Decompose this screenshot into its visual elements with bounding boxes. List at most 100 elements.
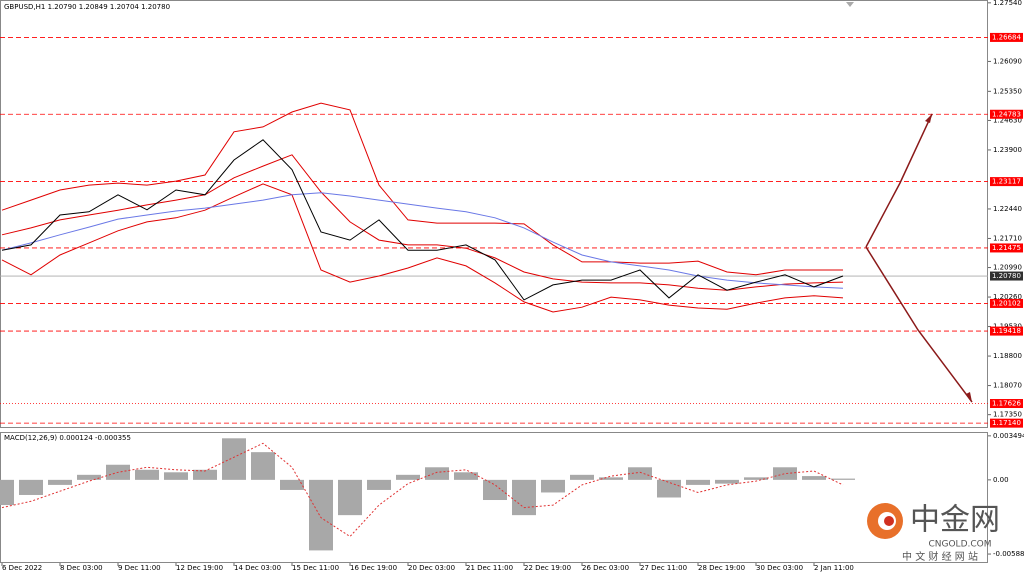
y-tick-label: 1.19530 (993, 323, 1022, 331)
y-tick-label: 0.003494 (993, 432, 1024, 440)
macd-bar (396, 474, 420, 480)
y-tick-label: 1.18800 (993, 352, 1022, 360)
y-tick-label: 1.26090 (993, 57, 1022, 65)
x-tick-label: 27 Dec 11:00 (640, 564, 687, 572)
y-tick-label: -0.005889 (993, 550, 1024, 558)
level-label: 1.17140 (992, 419, 1021, 427)
logo-core (884, 516, 894, 526)
level-label: 1.21475 (992, 244, 1021, 252)
shift-marker (846, 2, 854, 7)
y-tick-label: 1.20990 (993, 264, 1022, 272)
series-line (1, 183, 844, 313)
level-box (990, 399, 1023, 409)
series-line (1, 192, 844, 289)
series-line (1, 139, 844, 301)
y-tick-label: 1.20260 (993, 293, 1022, 301)
x-tick-label: 9 Dec 11:00 (118, 564, 161, 572)
macd-bar (599, 477, 623, 480)
level-label: 1.26684 (992, 33, 1021, 41)
level-box (990, 243, 1023, 253)
macd-bar (570, 474, 594, 480)
x-tick-label: 12 Dec 19:00 (176, 564, 223, 572)
level-box (990, 109, 1023, 119)
level-label: 1.17626 (992, 400, 1021, 408)
macd-bar (48, 479, 72, 485)
y-tick-label: 1.21710 (993, 234, 1022, 242)
macd-bar (773, 467, 797, 480)
level-box (990, 298, 1023, 308)
y-tick-label: 1.22440 (993, 205, 1022, 213)
x-tick-label: 28 Dec 19:00 (698, 564, 745, 572)
x-tick-label: 22 Dec 19:00 (524, 564, 571, 572)
macd-bar (483, 479, 507, 501)
level-label: 1.23117 (992, 178, 1021, 186)
x-tick-label: 6 Dec 2022 (2, 564, 42, 572)
macd-bar (0, 479, 14, 506)
x-tick-label: 14 Dec 03:00 (234, 564, 281, 572)
y-tick-label: 1.27540 (993, 0, 1022, 7)
macd-bar (512, 479, 536, 516)
forecast-arrows (865, 113, 973, 403)
series-line (1, 154, 844, 291)
current-price-box (990, 271, 1023, 281)
brand: 中金网 (910, 503, 1000, 538)
y-tick-label: 1.23900 (993, 146, 1022, 154)
level-label: 1.20102 (992, 299, 1021, 307)
x-tick-label: 20 Dec 03:00 (408, 564, 455, 572)
macd-bar (135, 469, 159, 480)
y-tick-label: 1.17350 (993, 411, 1022, 419)
macd-title: MACD(12,26,9) 0.000124 -0.000355 (4, 434, 131, 442)
y-tick-label: 1.24630 (993, 116, 1022, 124)
signal-line (1, 442, 844, 538)
series-line (1, 102, 843, 276)
x-tick-label: 30 Dec 03:00 (756, 564, 803, 572)
level-box (990, 32, 1023, 42)
x-tick-label: 8 Dec 03:00 (60, 564, 103, 572)
macd-bar (628, 467, 652, 480)
main-panel (0, 0, 988, 428)
level-box (990, 177, 1023, 187)
y-tick-label: 1.25350 (993, 87, 1022, 95)
macd-bar (280, 479, 304, 490)
slogan: 中 文 财 经 网 站 (902, 550, 978, 563)
macd-bar (686, 479, 710, 485)
macd-bar (77, 474, 101, 480)
macd-bar (309, 479, 333, 551)
macd-bar (19, 479, 43, 495)
macd-bar (454, 472, 478, 480)
y-tick-label: 1.18070 (993, 382, 1022, 390)
x-tick-label: 21 Dec 11:00 (466, 564, 513, 572)
chart-title: GBPUSD,H1 1.20790 1.20849 1.20704 1.2078… (4, 3, 170, 11)
macd-bar (193, 469, 217, 480)
x-tick-label: 16 Dec 19:00 (350, 564, 397, 572)
arrow-down (865, 246, 973, 403)
site: CNGOLD.COM (928, 540, 991, 550)
macd-bar (541, 479, 565, 493)
level-box (990, 326, 1023, 336)
arrow-head (925, 114, 932, 123)
macd-bar (164, 472, 188, 480)
level-box (990, 418, 1023, 428)
y-tick-label: 0.00 (993, 476, 1009, 484)
x-tick-label: 2 Jan 11:00 (814, 564, 854, 572)
level-label: 1.24783 (992, 110, 1021, 118)
macd-bar (222, 438, 246, 480)
macd-bar (657, 479, 681, 498)
macd-bar (367, 479, 391, 490)
macd-bar (744, 477, 768, 480)
macd-bar (251, 452, 275, 480)
macd-bar (338, 479, 362, 516)
arrow-head (966, 392, 972, 402)
x-tick-label: 26 Dec 03:00 (582, 564, 629, 572)
macd-bar (802, 476, 826, 480)
level-label: 1.19418 (992, 327, 1021, 335)
arrow-up (865, 113, 933, 248)
x-tick-label: 15 Dec 11:00 (292, 564, 339, 572)
macd-bar (715, 479, 739, 484)
watermark: 中金网 CNGOLD.COM 中 文 财 经 网 站 (867, 503, 1000, 563)
current-price-label: 1.20780 (992, 272, 1021, 280)
macd-bar (425, 467, 449, 480)
macd-bar (831, 478, 855, 480)
